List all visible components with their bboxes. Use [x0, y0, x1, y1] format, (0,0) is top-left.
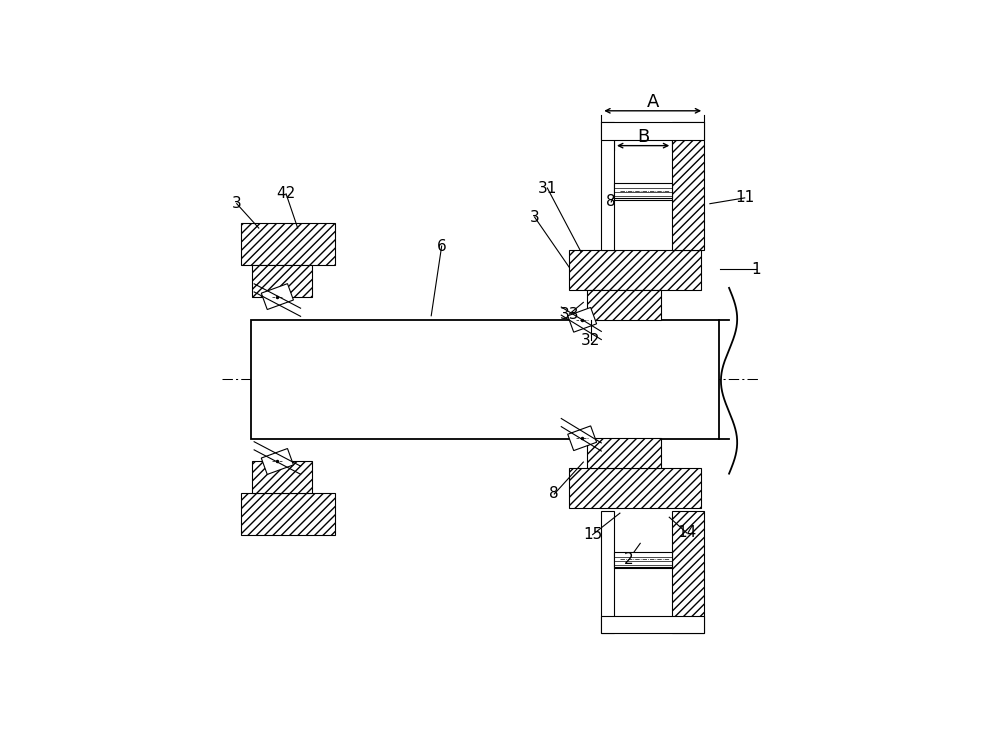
Bar: [252, 461, 312, 493]
Bar: [241, 223, 335, 265]
Bar: [251, 320, 719, 439]
Bar: [601, 616, 704, 633]
Text: 3: 3: [530, 210, 539, 225]
Polygon shape: [568, 308, 597, 333]
Text: 42: 42: [276, 186, 296, 201]
Bar: [614, 552, 672, 566]
Bar: [614, 183, 672, 198]
Polygon shape: [261, 449, 293, 474]
Text: B: B: [637, 128, 649, 146]
Bar: [587, 438, 661, 468]
Text: 14: 14: [677, 526, 696, 541]
Bar: [672, 511, 704, 633]
Polygon shape: [568, 426, 597, 451]
Bar: [569, 250, 701, 290]
Text: 2: 2: [624, 552, 633, 567]
Text: 31: 31: [538, 180, 557, 195]
Polygon shape: [261, 284, 293, 310]
Bar: [672, 122, 704, 250]
Bar: [252, 265, 312, 296]
Text: A: A: [647, 93, 659, 111]
Bar: [241, 493, 335, 535]
Text: 33: 33: [560, 307, 579, 321]
Text: 6: 6: [437, 238, 447, 253]
Text: 8: 8: [549, 486, 559, 501]
Text: 8: 8: [606, 195, 616, 210]
Text: 3: 3: [232, 196, 242, 211]
Bar: [601, 511, 614, 633]
Bar: [601, 122, 704, 139]
Text: 32: 32: [581, 333, 601, 348]
Text: 15: 15: [583, 527, 602, 542]
Bar: [587, 290, 661, 320]
Text: 1: 1: [752, 262, 761, 277]
Bar: [601, 122, 614, 250]
Bar: [569, 468, 701, 508]
Text: 11: 11: [735, 191, 754, 205]
